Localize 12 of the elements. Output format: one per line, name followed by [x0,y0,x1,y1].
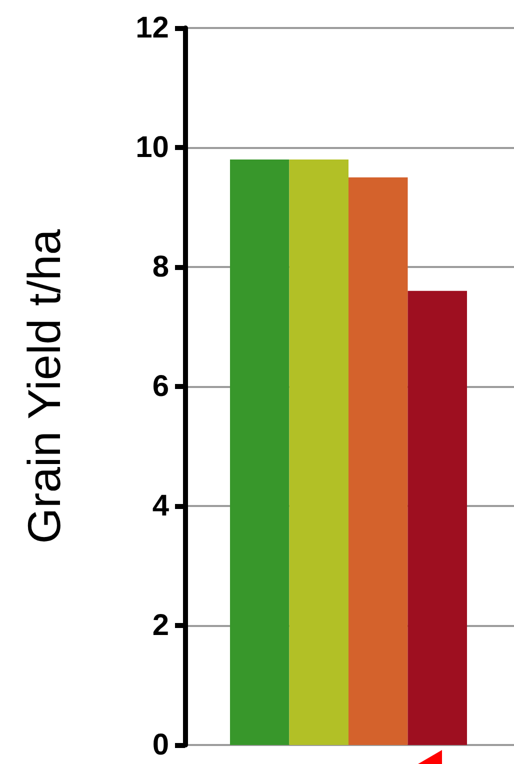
y-tick-label: 8 [152,250,169,284]
y-axis-title: Grain Yield t/ha [18,228,70,544]
y-tick-label: 4 [152,490,170,522]
bar [230,159,290,745]
y-tick-label: 6 [152,370,169,403]
bar [408,290,467,745]
bar [289,159,348,745]
y-tick-label: 12 [136,12,169,44]
y-tick-label: 10 [136,131,169,164]
y-tick-label: 2 [152,609,169,642]
y-tick-label: 0 [152,728,169,762]
bar [348,177,408,745]
